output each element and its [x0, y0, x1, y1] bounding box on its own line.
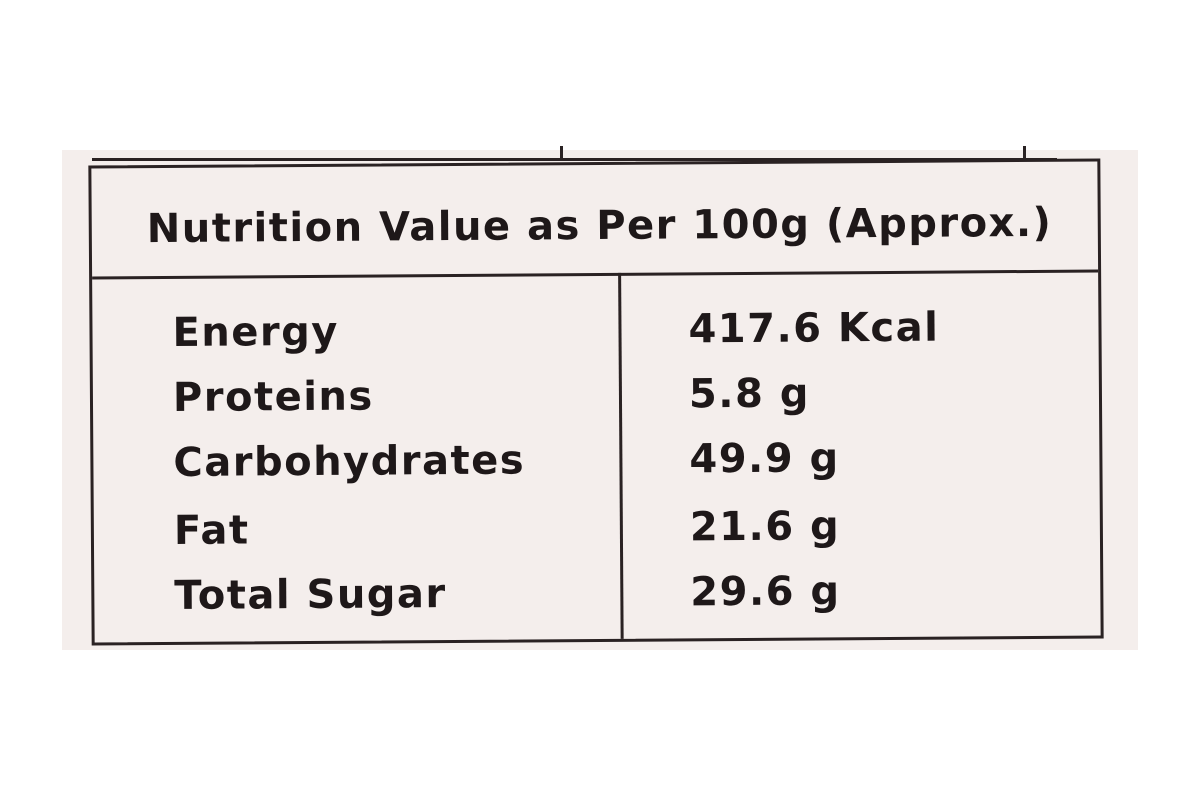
- label-photo: Nutrition Value as Per 100g (Approx.) En…: [62, 146, 1138, 650]
- nutrient-name: Proteins: [172, 373, 374, 421]
- nutrient-value: 29.6 g: [690, 568, 841, 616]
- label-edge: [560, 146, 1026, 161]
- nutrient-name: Energy: [172, 308, 340, 356]
- nutrient-name: Carbohydrates: [173, 437, 526, 486]
- nutrient-value: 417.6 Kcal: [688, 304, 940, 353]
- column-divider: [618, 272, 624, 639]
- nutrition-table: Nutrition Value as Per 100g (Approx.) En…: [88, 158, 1104, 646]
- nutrient-value: 21.6 g: [689, 503, 841, 551]
- nutrient-name: Total Sugar: [174, 571, 447, 619]
- table-header: Nutrition Value as Per 100g (Approx.): [91, 161, 1099, 280]
- nutrient-value: 49.9 g: [689, 435, 840, 483]
- nutrient-value: 5.8 g: [688, 370, 811, 418]
- table-title: Nutrition Value as Per 100g (Approx.): [146, 199, 1053, 253]
- nutrient-name: Fat: [173, 507, 250, 554]
